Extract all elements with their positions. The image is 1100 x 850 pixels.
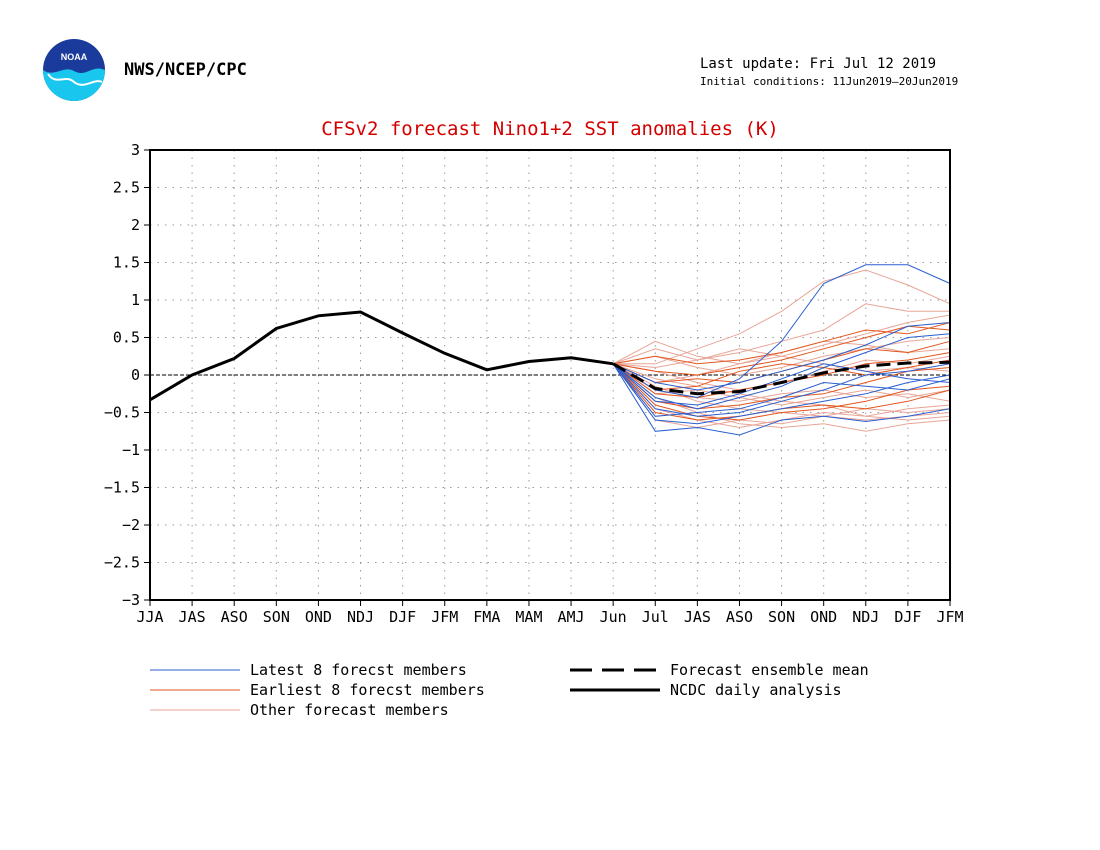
y-tick-label: −1 xyxy=(122,441,140,459)
legend-latest-label: Latest 8 forecst members xyxy=(250,661,467,679)
latest-member-line xyxy=(612,363,951,417)
analysis-line xyxy=(149,310,614,402)
y-tick-label: 0.5 xyxy=(113,329,140,347)
y-tick-label: 0 xyxy=(131,366,140,384)
legend: Latest 8 forecst members Earliest 8 forec… xyxy=(150,661,869,719)
initial-conditions: Initial conditions: 11Jun2019–20Jun2019 xyxy=(700,75,959,88)
x-tick-label: MAM xyxy=(515,608,542,626)
legend-other-label: Other forecast members xyxy=(250,701,449,719)
x-tick-label: JFM xyxy=(936,608,963,626)
latest-member-line xyxy=(612,363,951,436)
latest-member-line xyxy=(612,264,951,399)
earliest-member-line xyxy=(612,359,951,391)
y-tick-label: 1 xyxy=(131,291,140,309)
latest-member-line xyxy=(612,363,951,417)
logo-text: NOAA xyxy=(61,52,88,62)
x-tick-label: JJA xyxy=(136,608,163,626)
other-member-line xyxy=(613,303,950,365)
x-tick-label: NDJ xyxy=(347,608,374,626)
x-tick-label: JFM xyxy=(431,608,458,626)
x-tick-label: JAS xyxy=(684,608,711,626)
x-tick-label: DJF xyxy=(389,608,416,626)
y-tick-label: −2 xyxy=(122,516,140,534)
other-member-line xyxy=(613,348,951,372)
latest-member-line xyxy=(612,322,951,391)
x-tick-label: Jul xyxy=(642,608,669,626)
y-tick-label: 2.5 xyxy=(113,179,140,197)
noaa-logo: NOAA xyxy=(42,38,106,102)
y-axis: 3 2.5 2 1.5 1 0.5 0 −0.5 −1 −1.5 −2 −2.5 −3 xyxy=(104,141,150,609)
latest-member-line xyxy=(612,363,951,406)
legend-earliest-label: Earliest 8 forecst members xyxy=(250,681,485,699)
y-tick-label: 1.5 xyxy=(113,254,140,272)
earliest-member-line xyxy=(613,325,951,376)
noaa-logo-graphic: NOAA xyxy=(43,39,105,101)
y-tick-label: −3 xyxy=(122,591,140,609)
latest-members xyxy=(612,264,951,436)
grid xyxy=(150,150,950,600)
y-tick-label: 3 xyxy=(131,141,140,159)
x-tick-label: OND xyxy=(305,608,332,626)
other-member-line xyxy=(613,269,951,365)
y-tick-label: −0.5 xyxy=(104,404,140,422)
y-tick-label: −2.5 xyxy=(104,554,140,572)
legend-analysis-label: NCDC daily analysis xyxy=(670,681,842,699)
x-tick-label: ASO xyxy=(221,608,248,626)
chart-title: CFSv2 forecast Nino1+2 SST anomalies (K) xyxy=(321,118,779,140)
x-tick-label: OND xyxy=(810,608,837,626)
x-tick-label: FMA xyxy=(473,608,500,626)
x-tick-label: NDJ xyxy=(852,608,879,626)
other-member-line xyxy=(613,337,951,376)
latest-member-line xyxy=(612,363,951,425)
x-tick-label: SON xyxy=(768,608,795,626)
x-tick-label: DJF xyxy=(894,608,921,626)
ensemble-mean-line xyxy=(612,360,951,396)
legend-mean-label: Forecast ensemble mean xyxy=(670,661,869,679)
agency-label: NWS/NCEP/CPC xyxy=(124,60,247,80)
y-tick-label: 2 xyxy=(131,216,140,234)
x-tick-label: AMJ xyxy=(558,608,585,626)
x-tick-label: ASO xyxy=(726,608,753,626)
x-tick-label: SON xyxy=(263,608,290,626)
x-axis: JJA JAS ASO SON OND NDJ DJF JFM FMA MAM AMJ Jun Jul J… xyxy=(136,600,964,626)
latest-member-line xyxy=(612,333,951,410)
last-update: Last update: Fri Jul 12 2019 xyxy=(700,56,937,72)
x-tick-label: Jun xyxy=(600,608,627,626)
main-series xyxy=(149,310,951,402)
x-tick-label: JAS xyxy=(179,608,206,626)
earliest-member-line xyxy=(612,363,951,421)
y-tick-label: −1.5 xyxy=(104,479,140,497)
